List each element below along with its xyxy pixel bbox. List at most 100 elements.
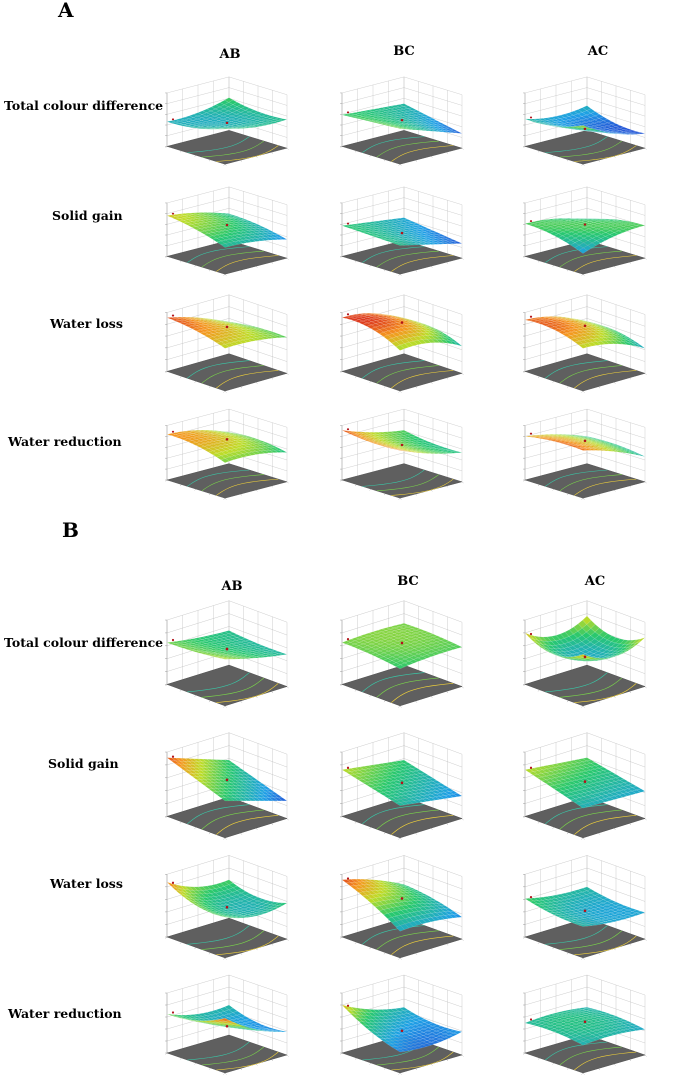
design-point xyxy=(171,881,175,884)
contour-line xyxy=(362,804,425,825)
surface-plot-b-r3-c2 xyxy=(523,974,647,1075)
response-surface xyxy=(341,430,463,454)
contour-line xyxy=(201,474,264,492)
panel-letter-a: A xyxy=(58,0,74,22)
contour-line xyxy=(545,804,608,825)
contour-line xyxy=(187,804,250,825)
response-surface xyxy=(341,879,463,932)
z-axis xyxy=(523,425,526,481)
panel-letter-b: B xyxy=(62,518,79,542)
contour-line xyxy=(559,250,622,268)
contour-line xyxy=(187,360,250,379)
z-axis xyxy=(165,312,168,372)
contour-line xyxy=(216,478,279,496)
design-point xyxy=(171,212,175,215)
design-point xyxy=(400,321,404,324)
design-point xyxy=(346,222,350,225)
surface-plot-a-r2-c0 xyxy=(165,294,289,393)
design-point xyxy=(346,877,350,880)
design-point xyxy=(225,223,229,227)
panel-a-row-solid-gain: Solid gain xyxy=(52,208,123,223)
z-axis xyxy=(523,619,526,685)
contour-line xyxy=(391,145,454,162)
z-axis xyxy=(523,312,526,372)
panel-b-column-bc: BC xyxy=(397,574,419,589)
contour-line xyxy=(376,677,439,698)
response-surface xyxy=(341,759,463,806)
contour-line xyxy=(362,360,425,379)
contour-line xyxy=(187,925,250,945)
floor-ticks xyxy=(340,936,464,960)
contour-line xyxy=(545,1041,608,1061)
response-surface xyxy=(166,879,288,919)
response-surface xyxy=(166,212,288,248)
surface-plot-b-r0-c1 xyxy=(340,600,464,708)
design-point xyxy=(583,909,587,913)
z-axis xyxy=(165,425,168,481)
contour-line xyxy=(187,1041,250,1061)
contour-line xyxy=(376,365,439,384)
contour-line xyxy=(545,246,608,263)
contour-line xyxy=(362,469,425,487)
floor-ticks xyxy=(523,936,647,960)
design-point xyxy=(225,778,229,782)
contour-floor xyxy=(524,353,646,392)
response-surface xyxy=(341,103,463,134)
panel-b-column-ac: AC xyxy=(584,574,606,589)
contour-line xyxy=(187,469,250,487)
z-axis xyxy=(165,619,168,685)
surface-plot-b-r2-c0 xyxy=(165,855,289,960)
floor-ticks xyxy=(523,684,647,708)
surface-plot-b-r2-c1 xyxy=(340,855,464,960)
response-surface xyxy=(524,316,646,349)
z-axis xyxy=(523,751,526,817)
panel-b-row-solid-gain: Solid gain xyxy=(48,756,119,771)
design-point xyxy=(529,632,533,636)
z-axis xyxy=(165,92,168,147)
design-point xyxy=(225,905,229,909)
z-axis xyxy=(165,202,168,257)
response-surface xyxy=(524,105,646,135)
response-surface xyxy=(166,757,288,801)
floor-ticks xyxy=(165,1052,289,1075)
surface-plot-b-r0-c0 xyxy=(165,600,289,708)
floor-ticks xyxy=(523,816,647,840)
contour-line xyxy=(559,365,622,384)
design-point xyxy=(583,324,587,328)
design-point xyxy=(171,314,175,317)
surface-plot-a-r0-c1 xyxy=(340,76,464,166)
floor-ticks xyxy=(165,479,289,500)
design-point xyxy=(583,1020,587,1024)
panel-a-column-ac: AC xyxy=(587,44,609,59)
design-point xyxy=(225,325,229,329)
surface-plot-a-r1-c2 xyxy=(523,186,647,276)
response-surface xyxy=(524,615,646,662)
contour-line xyxy=(201,140,264,158)
contour-line xyxy=(201,1046,264,1066)
response-surface xyxy=(166,630,288,660)
panel-b-row-total-colour-difference: Total colour difference xyxy=(4,635,164,650)
contour-line xyxy=(545,136,608,153)
contour-line xyxy=(574,1051,637,1071)
surface-plot-a-r1-c0 xyxy=(165,186,289,276)
contour-line xyxy=(391,255,454,272)
design-point xyxy=(583,439,587,443)
design-point xyxy=(529,220,533,223)
design-point xyxy=(400,1029,404,1033)
floor-ticks xyxy=(523,479,647,500)
design-point xyxy=(346,1004,350,1007)
panel-a-row-water-loss: Water loss xyxy=(50,316,123,331)
contour-floor xyxy=(166,796,288,839)
design-point xyxy=(529,895,533,899)
panel-a-row-water-reduction: Water reduction xyxy=(8,434,122,449)
surface-plot-a-r2-c1 xyxy=(340,294,464,393)
design-point xyxy=(171,638,175,642)
contour-line xyxy=(201,809,264,830)
response-surface xyxy=(166,1004,288,1033)
surface-plot-a-r0-c0 xyxy=(165,76,289,166)
contour-line xyxy=(559,140,622,158)
design-point xyxy=(346,313,350,316)
floor-ticks xyxy=(165,936,289,960)
design-point xyxy=(529,116,533,119)
panel-b-column-ab: AB xyxy=(221,579,243,594)
